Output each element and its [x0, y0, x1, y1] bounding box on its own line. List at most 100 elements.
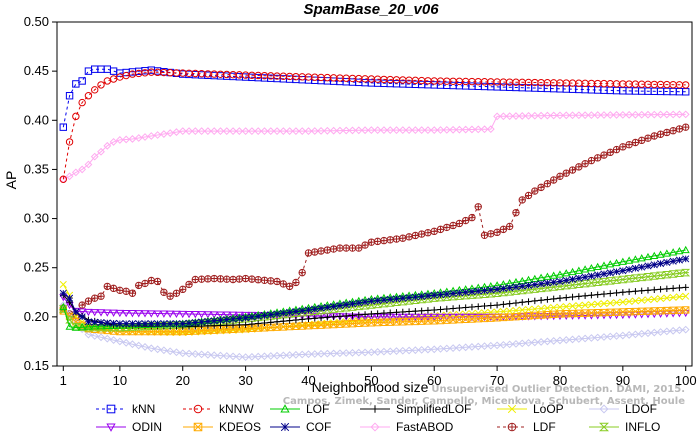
- data-point-fastabod: [323, 126, 332, 135]
- data-point-ldf: [638, 136, 646, 144]
- data-point-fastabod: [436, 126, 445, 134]
- data-point-cof: [518, 282, 526, 290]
- data-point-simplifiedlof: [600, 290, 608, 298]
- data-point-odin: [455, 313, 464, 322]
- data-point-cof: [317, 304, 325, 312]
- legend-label: COF: [306, 420, 331, 434]
- data-point-lof: [568, 267, 577, 276]
- data-point-ldof: [222, 352, 231, 360]
- y-tick-label: 0.25: [24, 260, 49, 275]
- x-tick-label: 70: [490, 373, 504, 388]
- y-axis-label: AP: [3, 171, 19, 190]
- data-point-ldof: [593, 333, 602, 342]
- data-point-fastabod: [254, 127, 263, 136]
- data-point-lof: [643, 252, 653, 261]
- data-point-loop: [625, 297, 633, 306]
- data-point-ldf: [631, 138, 640, 147]
- data-point-loop: [657, 295, 665, 303]
- series-knn: [59, 65, 690, 131]
- data-point-fastabod: [411, 126, 420, 135]
- data-point-loop: [669, 293, 677, 301]
- data-point-ldof: [398, 346, 407, 355]
- data-point-ldof: [260, 352, 269, 361]
- data-point-cof: [443, 290, 451, 298]
- data-point-ldf: [480, 231, 489, 239]
- data-point-ldf: [179, 285, 187, 293]
- data-point-ldf: [210, 274, 218, 283]
- data-point-fastabod: [336, 126, 344, 135]
- data-point-inflo: [580, 279, 590, 288]
- data-point-ldf: [461, 216, 470, 225]
- data-point-simplifiedlof: [292, 316, 300, 324]
- data-point-simplifiedlof: [349, 312, 356, 319]
- data-point-fastabod: [549, 111, 558, 120]
- data-point-odin: [128, 310, 137, 318]
- data-point-ldof: [493, 341, 502, 350]
- data-point-knnw: [97, 81, 105, 89]
- data-point-cof: [298, 307, 306, 315]
- data-point-inflo: [668, 270, 678, 278]
- data-point-knn: [103, 65, 111, 73]
- data-point-fastabod: [71, 168, 80, 177]
- data-point-cof: [399, 294, 407, 302]
- data-point-ldof: [455, 343, 464, 352]
- data-point-ldof: [411, 346, 420, 355]
- data-point-fastabod: [115, 136, 124, 144]
- data-point-odin: [84, 308, 93, 317]
- data-point-ldof: [361, 348, 369, 357]
- data-point-fastabod: [650, 110, 659, 119]
- data-point-simplifiedlof: [531, 297, 539, 305]
- data-point-fastabod: [247, 127, 256, 136]
- data-point-ldf: [298, 269, 306, 277]
- data-point-simplifiedlof: [286, 317, 293, 324]
- data-point-ldof: [524, 338, 533, 347]
- data-point-fastabod: [159, 130, 168, 138]
- data-point-odin: [172, 310, 181, 319]
- data-point-fastabod: [197, 127, 206, 136]
- data-point-ldof: [254, 352, 263, 361]
- data-point-loop: [512, 306, 520, 315]
- data-point-ldof: [216, 351, 225, 360]
- data-point-loop: [556, 303, 564, 311]
- data-point-cof: [254, 312, 262, 320]
- data-point-ldf: [487, 230, 495, 238]
- data-point-ldof: [235, 352, 244, 361]
- data-point-fastabod: [361, 126, 369, 135]
- plot-frame: [56, 21, 693, 367]
- data-point-cof: [185, 319, 193, 327]
- data-point-knnw: [103, 77, 111, 85]
- data-point-fastabod: [367, 126, 376, 135]
- data-point-cof: [260, 311, 269, 320]
- watermark-line-2: Campos, Zimek, Sander, Campello, Micenko…: [283, 396, 685, 407]
- data-point-ldof: [172, 348, 181, 357]
- legend-swatch-marker-simplifiedlof: [371, 405, 379, 413]
- data-point-cof: [631, 264, 639, 272]
- data-point-ldf: [185, 280, 193, 289]
- data-point-cof: [669, 257, 677, 265]
- legend-item-loop: LoOP: [497, 402, 564, 416]
- legend-label: FastABOD: [396, 420, 454, 434]
- data-point-simplifiedlof: [563, 294, 570, 301]
- data-point-odin: [103, 309, 112, 317]
- data-point-cof: [531, 281, 539, 289]
- data-point-cof: [116, 320, 124, 328]
- data-point-cof: [179, 320, 187, 328]
- data-point-loop: [644, 296, 652, 304]
- data-point-ldf: [650, 132, 658, 140]
- data-point-ldf: [568, 166, 577, 174]
- data-point-loop: [587, 301, 595, 309]
- data-point-ldf: [147, 276, 156, 285]
- data-point-lof: [599, 261, 609, 269]
- data-point-lof: [669, 248, 678, 256]
- data-point-ldf: [587, 156, 596, 165]
- data-point-odin: [304, 312, 313, 321]
- data-point-cof: [286, 308, 294, 316]
- legend-label: LOF: [306, 402, 329, 416]
- data-point-cof: [147, 320, 155, 328]
- data-point-loop: [518, 306, 526, 314]
- data-point-ldf: [417, 230, 426, 238]
- data-point-ldof: [323, 349, 332, 358]
- data-point-ldof: [442, 344, 451, 353]
- chart-title: SpamBase_20_v06: [303, 1, 439, 18]
- data-point-odin: [147, 310, 156, 318]
